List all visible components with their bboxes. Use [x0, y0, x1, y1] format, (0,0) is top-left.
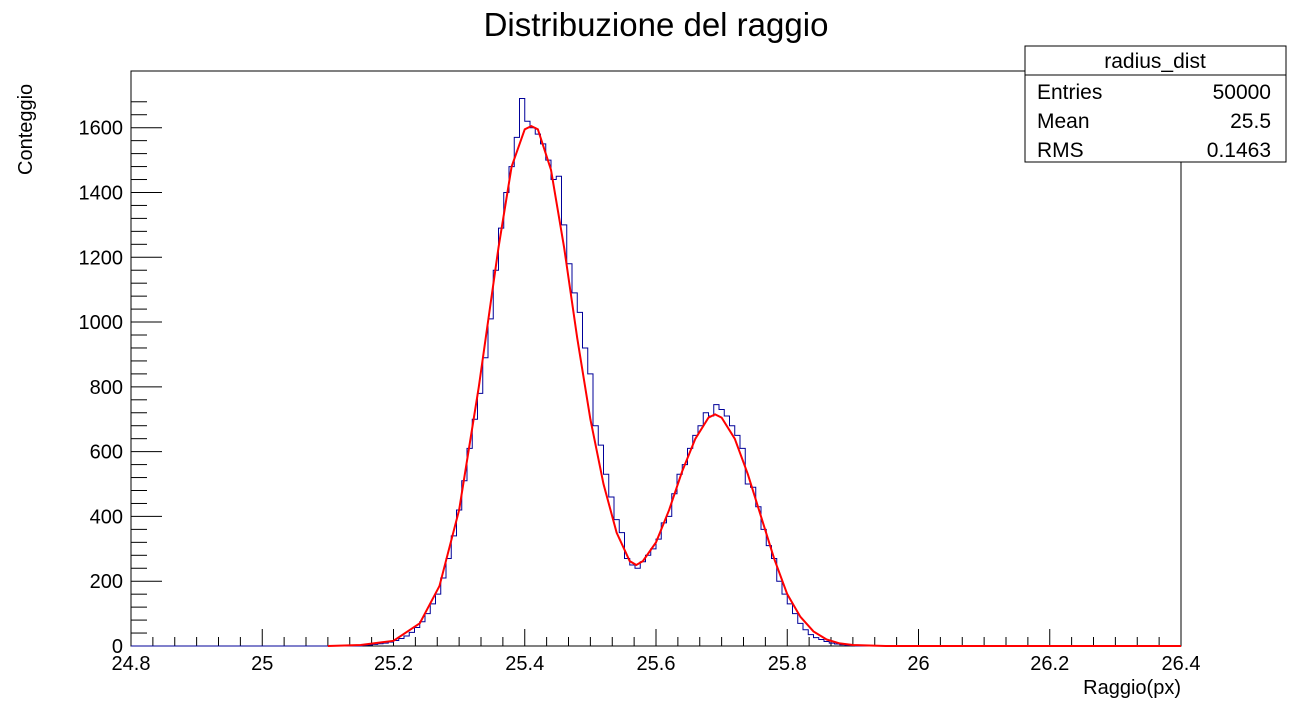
stats-rms-value: 0.1463	[1207, 139, 1271, 162]
chart-title: Distribuzione del raggio	[484, 6, 829, 43]
y-tick-label: 1400	[79, 182, 124, 204]
y-tick-label: 1000	[79, 312, 124, 334]
x-tick-label: 25.8	[768, 653, 807, 675]
x-tick-label: 26.4	[1162, 653, 1201, 675]
plot-frame	[130, 70, 1182, 647]
y-tick-label: 1200	[79, 247, 124, 269]
x-tick-label: 25.6	[637, 653, 676, 675]
x-tick-label: 26.2	[1030, 653, 1069, 675]
y-axis-label: Conteggio	[15, 84, 37, 175]
x-tick-label: 26	[907, 653, 929, 675]
stats-rms-label: RMS	[1037, 139, 1084, 162]
y-axis: 0 200 400 600 800 1000 1200 1400 1600	[79, 101, 162, 658]
x-axis-label: Raggio(px)	[1083, 677, 1181, 699]
stats-mean-label: Mean	[1037, 110, 1090, 133]
x-tick-label: 25.4	[505, 653, 544, 675]
y-tick-label: 0	[112, 636, 123, 658]
y-tick-label: 1600	[79, 118, 124, 140]
stats-box-frame	[1024, 45, 1287, 163]
y-tick-label: 600	[90, 442, 123, 464]
fit-curve	[327, 124, 1181, 647]
stats-box: radius_dist Entries 50000 Mean 25.5 RMS …	[1024, 45, 1287, 163]
histogram-series	[131, 98, 1181, 647]
stats-entries-label: Entries	[1037, 81, 1102, 104]
x-axis: 24.8 25 25.2 25.4 25.6 25.8 26 26.2 26.4	[112, 629, 1201, 675]
x-tick-label: 24.8	[112, 653, 151, 675]
y-tick-label: 200	[90, 571, 123, 593]
stats-mean-value: 25.5	[1230, 110, 1271, 133]
x-tick-label: 25	[251, 653, 273, 675]
x-tick-label: 25.2	[374, 653, 413, 675]
y-tick-label: 800	[90, 377, 123, 399]
stats-entries-value: 50000	[1213, 81, 1271, 104]
y-tick-label: 400	[90, 506, 123, 528]
stats-box-title: radius_dist	[1104, 50, 1206, 73]
